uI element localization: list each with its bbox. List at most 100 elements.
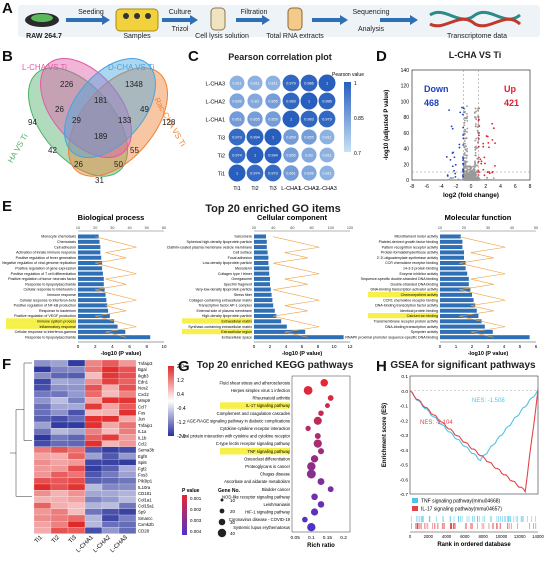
go-bar [78,255,102,260]
kegg-pvalue-tick: 0.004 [190,529,202,534]
volcano-xtick: -4 [439,184,444,190]
step-rna: Total RNA extracts [266,33,324,40]
go-term-label: Cell adhesion [54,245,76,249]
go-term-label: External side of plasma membrane [196,309,252,313]
go-term-label: Stress fiber [234,293,253,297]
heatmap-cell [101,508,120,516]
volcano-xtick: 4 [499,184,502,190]
volcano-point [477,115,479,118]
go-term-label: Collagen-containing extracellular matrix [189,298,252,302]
heatmap-cell [67,483,86,491]
heatmap-cell [84,483,103,491]
gsea-il17-curve [409,389,539,494]
kegg-pvalue-bar [182,495,187,535]
go-bar [440,239,463,244]
heatmap-gene-label: Mmp9 [138,398,151,403]
volcano-point [478,118,480,121]
kegg-gene-dot [219,508,225,514]
heatmap-cell [84,521,103,528]
kegg-pathway-label: TNF signaling pathway [247,449,290,454]
heatmap-cell [50,415,69,423]
volcano-ytick: 120 [401,84,410,90]
corr-row-label: Ti2 [218,154,225,160]
corr-cell-value: 0.973 [232,136,242,140]
kegg-bubble [310,455,319,463]
gsea-ytick: -0.1 [400,404,409,410]
heatmap-scale-tick: 0.4 [177,392,184,398]
go-bar [78,239,100,244]
volcano-point [462,170,465,173]
go-bar [440,276,469,281]
volcano-point [462,177,465,180]
corr-cell [229,111,245,127]
heatmap-cell [118,471,137,478]
heatmap-cell [50,366,69,373]
volcano-point [453,169,456,172]
go-term-label: Identical protein binding [400,309,438,313]
go-term-highlight [182,318,252,324]
heatmap-sample-label: L-CHA3 [110,534,130,554]
go-term-label: Spectrin fragment [224,282,252,286]
heatmap-scale-tick: 1.2 [177,378,184,384]
volcano-point [465,157,468,159]
volcano-xtick: 2 [484,184,487,190]
corr-cell [228,146,246,164]
step-filtration: Filtration [240,9,268,16]
heatmap-cell [101,502,120,509]
volcano-point [475,118,478,121]
volcano-point [450,177,453,180]
heatmap-cell [101,490,120,497]
go-top-tick: 120 [347,226,353,230]
volcano-xtick: -2 [454,184,459,190]
heatmap-cell [33,397,52,404]
go-top-tick: 20 [252,226,256,230]
kegg-bubble-chart: Fluid shear stress and atherosclerosis He… [181,375,351,549]
heatmap-cell [118,384,137,392]
heatmap-cell [67,508,86,516]
volcano-point [475,145,477,148]
heatmap-cell [84,527,103,534]
heatmap-cell [84,390,103,398]
kegg-title: Top 20 enriched KEGG pathways [196,360,354,371]
corr-cell-value: 0.994 [250,136,260,140]
heatmap-cell [67,514,86,522]
step-transcriptome: Transcriptome data [446,33,508,40]
go-bar [254,276,270,281]
go-axis-tick: 2 [94,344,97,349]
go-term-label: Cellular response to interleukin-1 [23,288,76,292]
heatmap-cell [101,521,120,528]
volcano-point [464,177,467,180]
step-culture: Culture [168,9,192,16]
go-top-tick: 100 [328,226,334,230]
heatmap-gene-label: Tnfaip3 [138,361,153,366]
kegg-bubble [327,395,334,401]
go-term-label: Microfilament motor activity [394,235,438,239]
volcano-point [476,129,479,132]
heatmap-gene-label: Ccl7 [138,404,147,409]
heatmap-gene-label: Spi6 [138,460,147,465]
heatmap-cell [67,390,86,398]
gsea-ytick: -0.3 [400,433,409,439]
volcano-point [462,137,465,140]
volcano-point [474,160,476,163]
volcano-point [471,171,474,174]
volcano-point [488,170,490,173]
rna-tube-icon [287,7,303,31]
heatmap-cell [118,428,137,435]
go-bar [254,303,274,308]
go-bar [254,239,267,244]
volcano-point [463,124,466,127]
volcano-down-count: 468 [424,98,439,108]
volcano-point [474,123,477,125]
heatmap-gene-label: Fgf2 [138,466,147,471]
panel-label-d: D [376,48,387,65]
volcano-point [463,153,465,156]
heatmap-cell [84,372,103,379]
venn-diagram [27,57,169,177]
heatmap-cell [118,403,137,410]
volcano-point [466,154,468,157]
heatmap-cell [101,415,120,423]
go-bar [254,255,269,260]
heatmap-cell [67,490,86,497]
volcano-point [459,111,462,114]
